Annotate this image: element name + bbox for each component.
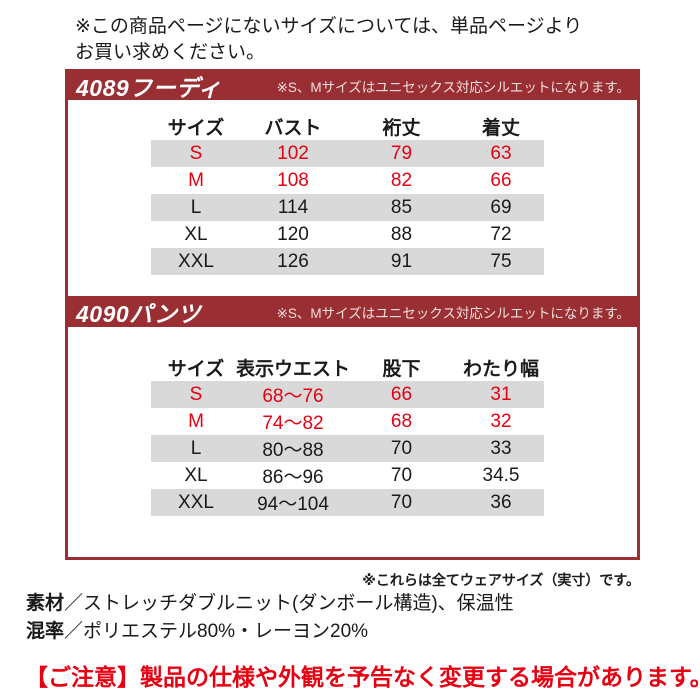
size-cell: M <box>188 410 204 432</box>
hoodie-product-title: 4089フーディ <box>76 75 222 101</box>
pants-col-header: サイズ <box>167 358 225 380</box>
availability-note-line1: ※この商品ページにないサイズについては、単品ページより <box>75 16 583 37</box>
value-cell: 108 <box>277 169 309 191</box>
size-cell: L <box>151 194 241 221</box>
value-cell: 72 <box>490 223 512 245</box>
size-cell: XXL <box>151 248 241 275</box>
value-cell: 68 <box>390 410 413 432</box>
blend-label: 混率 <box>26 621 65 642</box>
spec-lines: 素材／ストレッチダブルニット(ダンボール構造)、保温性 混率／ポリエステル80%… <box>26 590 514 646</box>
value-cell: 82 <box>390 169 413 191</box>
value-cell: 126 <box>241 248 345 275</box>
size-cell: L <box>151 435 241 462</box>
blend-line: 混率／ポリエステル80%・レーヨン20% <box>26 618 514 646</box>
value-cell: 102 <box>241 140 345 167</box>
pants-col-header: 表示ウエスト <box>236 358 351 380</box>
value-cell: 33 <box>458 435 544 462</box>
pants-unisex-note: ※S、Mサイズはユニセックス対応シルエットになります。 <box>276 305 630 321</box>
value-cell: 94〜104 <box>241 489 345 516</box>
value-cell: 70 <box>345 489 458 516</box>
hoodie-col-header: サイズ <box>167 117 225 139</box>
size-cell: S <box>151 381 241 408</box>
size-cell: M <box>188 169 204 191</box>
hoodie-col-header: 裄丈 <box>382 117 421 139</box>
value-cell: 80〜88 <box>241 435 345 462</box>
blend-value: ／ポリエステル80%・レーヨン20% <box>64 621 369 642</box>
value-cell: 68〜76 <box>241 381 345 408</box>
value-cell: 70 <box>390 464 413 486</box>
availability-note: ※この商品ページにないサイズについては、単品ページより お買い求めください。 <box>75 14 582 66</box>
size-cell: XL <box>184 464 208 486</box>
value-cell: 114 <box>241 194 345 221</box>
value-cell: 31 <box>458 381 544 408</box>
value-cell: 69 <box>458 194 544 221</box>
hoodie-table-area: サイズ バスト 裄丈 着丈 S 102 79 63 M 108 82 66 <box>68 100 637 296</box>
hoodie-col-header: バスト <box>264 117 322 139</box>
pants-col-header: 股下 <box>382 358 421 380</box>
hoodie-header-bar: 4089フーディ ※S、Mサイズはユニセックス対応シルエットになります。 <box>68 72 637 101</box>
caution-notice: 【ご注意】製品の仕様や外観を予告なく変更する場合があります。 <box>25 664 700 690</box>
pants-col-header: わたり幅 <box>462 358 539 380</box>
value-cell: 32 <box>490 410 512 432</box>
wear-size-footnote: ※これらは全てウェアサイズ（実寸）です。 <box>362 572 640 588</box>
hoodie-unisex-note: ※S、Mサイズはユニセックス対応シルエットになります。 <box>276 80 630 95</box>
value-cell: 88 <box>390 223 413 245</box>
value-cell: 34.5 <box>482 464 520 486</box>
size-chart-panel: 4089フーディ ※S、Mサイズはユニセックス対応シルエットになります。 サイズ… <box>65 69 640 560</box>
pants-table-area: サイズ 表示ウエスト 股下 わたり幅 S 68〜76 66 31 M 74〜82… <box>68 327 637 557</box>
pants-product-title: 4090パンツ <box>76 300 201 327</box>
value-cell: 36 <box>458 489 544 516</box>
value-cell: 79 <box>345 140 458 167</box>
size-cell: S <box>151 140 241 167</box>
pants-size-table: サイズ 表示ウエスト 股下 わたり幅 S 68〜76 66 31 M 74〜82… <box>151 353 544 516</box>
value-cell: 86〜96 <box>262 467 324 488</box>
value-cell: 85 <box>345 194 458 221</box>
pants-header-bar: 4090パンツ ※S、Mサイズはユニセックス対応シルエットになります。 <box>68 296 637 327</box>
value-cell: 91 <box>345 248 458 275</box>
size-cell: XL <box>184 223 208 245</box>
value-cell: 120 <box>277 223 309 245</box>
hoodie-size-table: サイズ バスト 裄丈 着丈 S 102 79 63 M 108 82 66 <box>151 112 544 275</box>
value-cell: 63 <box>458 140 544 167</box>
value-cell: 70 <box>345 435 458 462</box>
value-cell: 74〜82 <box>262 413 324 434</box>
value-cell: 66 <box>490 169 512 191</box>
availability-note-line2: お買い求めください。 <box>75 42 266 63</box>
value-cell: 75 <box>458 248 544 275</box>
material-line: 素材／ストレッチダブルニット(ダンボール構造)、保温性 <box>26 590 514 618</box>
value-cell: 66 <box>345 381 458 408</box>
size-cell: XXL <box>151 489 241 516</box>
material-label: 素材 <box>26 593 65 614</box>
hoodie-col-header: 着丈 <box>481 117 520 139</box>
material-value: ／ストレッチダブルニット(ダンボール構造)、保温性 <box>64 593 514 614</box>
